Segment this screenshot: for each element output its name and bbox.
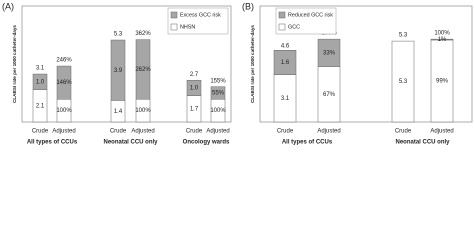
- bar-segment: [430, 38, 454, 41]
- legend-label: Excess GCC risk: [180, 12, 221, 18]
- x-tick-label: Crude: [395, 129, 412, 135]
- value-label: 1.0: [36, 79, 45, 85]
- value-label: 100%: [135, 108, 151, 114]
- value-label: 3.9: [114, 68, 123, 74]
- group-label: All types of CCUs: [282, 140, 333, 146]
- total-label: 362%: [135, 31, 151, 37]
- legend-swatch: [170, 11, 178, 19]
- bar-segment: [110, 39, 126, 101]
- value-label: 33%: [323, 50, 336, 56]
- group-label: All types of CCUs: [27, 140, 78, 146]
- group-label: Neonatal CCU only: [103, 140, 158, 146]
- plot-frame: [259, 5, 473, 123]
- total-label: 155%: [210, 78, 226, 84]
- bar-segment: [210, 86, 226, 100]
- total-label: 5.3: [399, 33, 408, 39]
- bar-segment: [273, 50, 297, 75]
- legend-swatch: [170, 23, 178, 31]
- value-label: 100%: [210, 108, 226, 114]
- value-label: 2.1: [36, 103, 45, 109]
- legend-frame: [167, 7, 229, 35]
- value-label: 1.6: [281, 60, 290, 66]
- legend-label: GCC: [288, 24, 300, 30]
- value-label: 55%: [212, 91, 225, 97]
- value-label: 3.1: [281, 96, 290, 102]
- x-tick-label: Adjusted: [206, 129, 229, 135]
- value-label: 1%: [438, 37, 447, 43]
- x-tick-label: Crude: [277, 129, 294, 135]
- total-label: 246%: [56, 58, 72, 64]
- value-label: 262%: [135, 67, 151, 73]
- bar-segment: [56, 65, 72, 100]
- y-axis-label: CLABSI rate per 1000 catheter-days: [250, 25, 255, 103]
- chart-panel: CLABSI rate per 1000 catheter-days 3.1 1.6…: [242, 1, 473, 146]
- group-label: Neonatal CCU only: [395, 140, 450, 146]
- panel-label: (A): [2, 1, 14, 11]
- legend-swatch: [278, 23, 286, 31]
- plot-frame: [21, 5, 232, 123]
- chart-panel: CLABSI rate per 1000 catheter-days 2.1 1.0…: [2, 1, 232, 146]
- x-tick-label: Adjusted: [131, 129, 154, 135]
- value-label: 146%: [56, 80, 72, 86]
- total-label: 2.7: [190, 72, 199, 78]
- value-label: 100%: [56, 108, 72, 114]
- value-label: 99%: [436, 79, 449, 85]
- total-label: 3.1: [36, 66, 45, 72]
- value-label: 67%: [323, 92, 336, 98]
- group-label: Oncology wards: [183, 140, 230, 146]
- total-label: 5.3: [114, 32, 123, 38]
- y-axis-label: CLABSI rate per 1000 catheter-days: [12, 25, 17, 103]
- legend-label: Reduced GCC risk: [288, 12, 333, 18]
- bar-segment: [186, 79, 202, 96]
- x-tick-label: Adjusted: [317, 129, 340, 135]
- total-label: 4.6: [281, 43, 290, 49]
- value-label: 5.3: [399, 79, 408, 85]
- figure: CLABSI rate per 1000 catheter-days 2.1 1.0…: [2, 1, 473, 146]
- x-tick-label: Crude: [32, 129, 49, 135]
- legend-label: NHSN: [180, 24, 195, 30]
- value-label: 1.7: [190, 106, 199, 112]
- bar-segment: [135, 39, 151, 100]
- value-label: 1.0: [190, 86, 199, 92]
- bar-segment: [391, 40, 415, 123]
- legend-frame: [275, 7, 337, 35]
- x-tick-label: Adjusted: [430, 129, 453, 135]
- bar-segment: [317, 38, 341, 67]
- panel-label: (B): [242, 1, 254, 11]
- x-tick-label: Adjusted: [52, 129, 75, 135]
- bar-segment: [32, 73, 48, 90]
- value-label: 1.4: [114, 109, 123, 115]
- x-tick-label: Crude: [186, 129, 203, 135]
- total-label: 100%: [434, 31, 450, 37]
- x-tick-label: Crude: [110, 129, 127, 135]
- legend-swatch: [278, 11, 286, 19]
